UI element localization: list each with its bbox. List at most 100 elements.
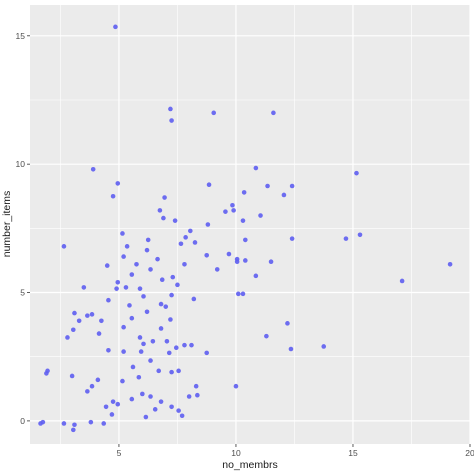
data-point (129, 272, 135, 277)
data-point (193, 383, 199, 389)
data-point (191, 296, 197, 302)
data-point (158, 399, 164, 404)
data-point (176, 368, 181, 374)
data-point (163, 304, 169, 309)
data-point (289, 236, 295, 241)
data-point (148, 358, 153, 363)
data-point (106, 347, 111, 353)
y-axis-ticks: 0 5 10 15 (16, 31, 30, 426)
data-point (141, 341, 146, 347)
data-point (121, 324, 126, 330)
data-point (175, 282, 180, 288)
data-point (61, 244, 67, 249)
data-point (72, 422, 77, 428)
data-point (169, 369, 174, 375)
data-point (182, 342, 187, 348)
data-point (271, 110, 276, 116)
data-point (103, 404, 109, 410)
data-point (164, 339, 170, 344)
data-point (230, 202, 235, 208)
x-tick-label: 20 (465, 448, 474, 458)
data-point (447, 261, 453, 267)
data-point (144, 247, 150, 253)
y-tick-label: 10 (16, 159, 26, 169)
data-point (130, 364, 136, 370)
data-point (176, 408, 181, 413)
x-tick-label: 10 (231, 448, 241, 458)
data-point (136, 374, 142, 380)
data-point (101, 421, 107, 426)
data-point (65, 335, 70, 340)
data-point (179, 413, 185, 419)
data-point (70, 327, 76, 333)
data-point (241, 190, 247, 195)
data-point (189, 342, 194, 348)
data-point (170, 274, 176, 280)
data-point (129, 315, 135, 321)
data-point (192, 240, 198, 245)
data-point (285, 321, 290, 326)
data-point (168, 106, 173, 112)
data-point (110, 399, 116, 404)
data-point (81, 285, 87, 290)
data-point (150, 339, 156, 344)
data-point (172, 218, 178, 223)
data-point (268, 259, 274, 265)
data-point (204, 350, 210, 356)
data-point (141, 294, 146, 299)
y-tick-label: 0 (20, 416, 25, 426)
data-point (114, 286, 119, 291)
data-point (265, 183, 270, 189)
data-point (158, 326, 164, 331)
data-point (243, 258, 248, 263)
data-point (288, 346, 294, 352)
data-point (144, 309, 150, 315)
y-tick-label: 5 (20, 288, 25, 298)
data-point (178, 241, 184, 247)
data-point (182, 261, 187, 267)
data-point (121, 349, 126, 354)
data-point (155, 256, 160, 262)
data-point (159, 277, 165, 282)
data-point (357, 232, 363, 238)
plot-panel (30, 5, 470, 444)
data-point (173, 345, 179, 351)
data-point (343, 236, 349, 241)
data-point (226, 251, 232, 257)
data-point (240, 218, 246, 223)
data-point (152, 407, 158, 412)
data-point (99, 318, 104, 324)
data-point (69, 373, 75, 379)
data-point (134, 261, 139, 267)
data-point (140, 391, 145, 397)
data-point (85, 313, 90, 318)
data-point (106, 297, 111, 303)
data-point (120, 231, 125, 236)
data-point (354, 170, 359, 176)
data-point (44, 371, 49, 376)
data-point (70, 427, 76, 433)
data-point (40, 419, 46, 425)
data-point (61, 421, 67, 426)
data-point (158, 301, 164, 307)
data-point (240, 291, 246, 297)
data-point (145, 237, 151, 243)
data-point (156, 368, 162, 374)
data-point (110, 193, 116, 199)
data-point (143, 414, 149, 420)
data-point (264, 333, 269, 339)
data-point (161, 215, 166, 221)
data-point (166, 350, 172, 356)
y-tick-label: 15 (16, 31, 26, 41)
data-point (115, 401, 121, 407)
data-point (214, 267, 220, 272)
data-point (195, 392, 200, 398)
data-point (95, 377, 101, 383)
data-point (211, 110, 217, 116)
data-point (399, 278, 405, 284)
x-tick-label: 15 (348, 448, 358, 458)
data-point (231, 208, 236, 213)
data-point (183, 235, 188, 240)
data-point (169, 292, 174, 298)
